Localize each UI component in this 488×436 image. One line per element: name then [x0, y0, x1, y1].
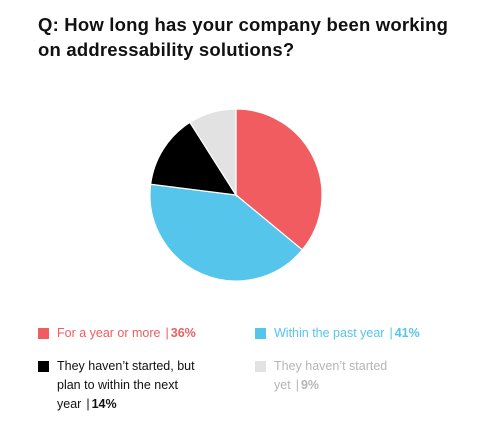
legend-label-for-a-year-or-more: For a year or more	[57, 326, 161, 340]
pie-slice-they-haven-t-started	[189, 108, 237, 198]
legend-value-14: 14%	[91, 397, 117, 411]
legend-swatch-black	[38, 361, 49, 372]
legend-item-within-the-past-year: Within the past year | 41%	[255, 324, 420, 343]
legend-label-not-started: They haven’t started yet	[274, 359, 388, 392]
legend-item-not-started: They haven’t started yet | 9%	[255, 357, 430, 395]
legend-value-9: 9%	[300, 378, 320, 392]
legend-value-36: 36%	[170, 326, 196, 340]
pie-slice-they-haven-t-started-but-plan-to-within-the-next-year	[150, 121, 238, 196]
legend-label-within-the-past-year: Within the past year	[274, 326, 385, 340]
legend-label-plan-to-start: They haven’t started, but plan to within…	[57, 359, 195, 411]
legend-swatch-blue	[255, 328, 266, 339]
pie-slices	[149, 108, 323, 282]
legend-item-for-a-year-or-more: For a year or more | 36%	[38, 324, 196, 343]
legend-swatch-red	[38, 328, 49, 339]
chart-title: Q: How long has your company been workin…	[38, 14, 449, 60]
pie-slice-for-a-year-or-more	[235, 108, 323, 251]
legend-item-plan-to-start: They haven’t started, but plan to within…	[38, 357, 213, 414]
pie-slice-within-the-past-year	[149, 183, 304, 282]
legend-value-41: 41%	[394, 326, 420, 340]
legend-swatch-gray	[255, 361, 266, 372]
